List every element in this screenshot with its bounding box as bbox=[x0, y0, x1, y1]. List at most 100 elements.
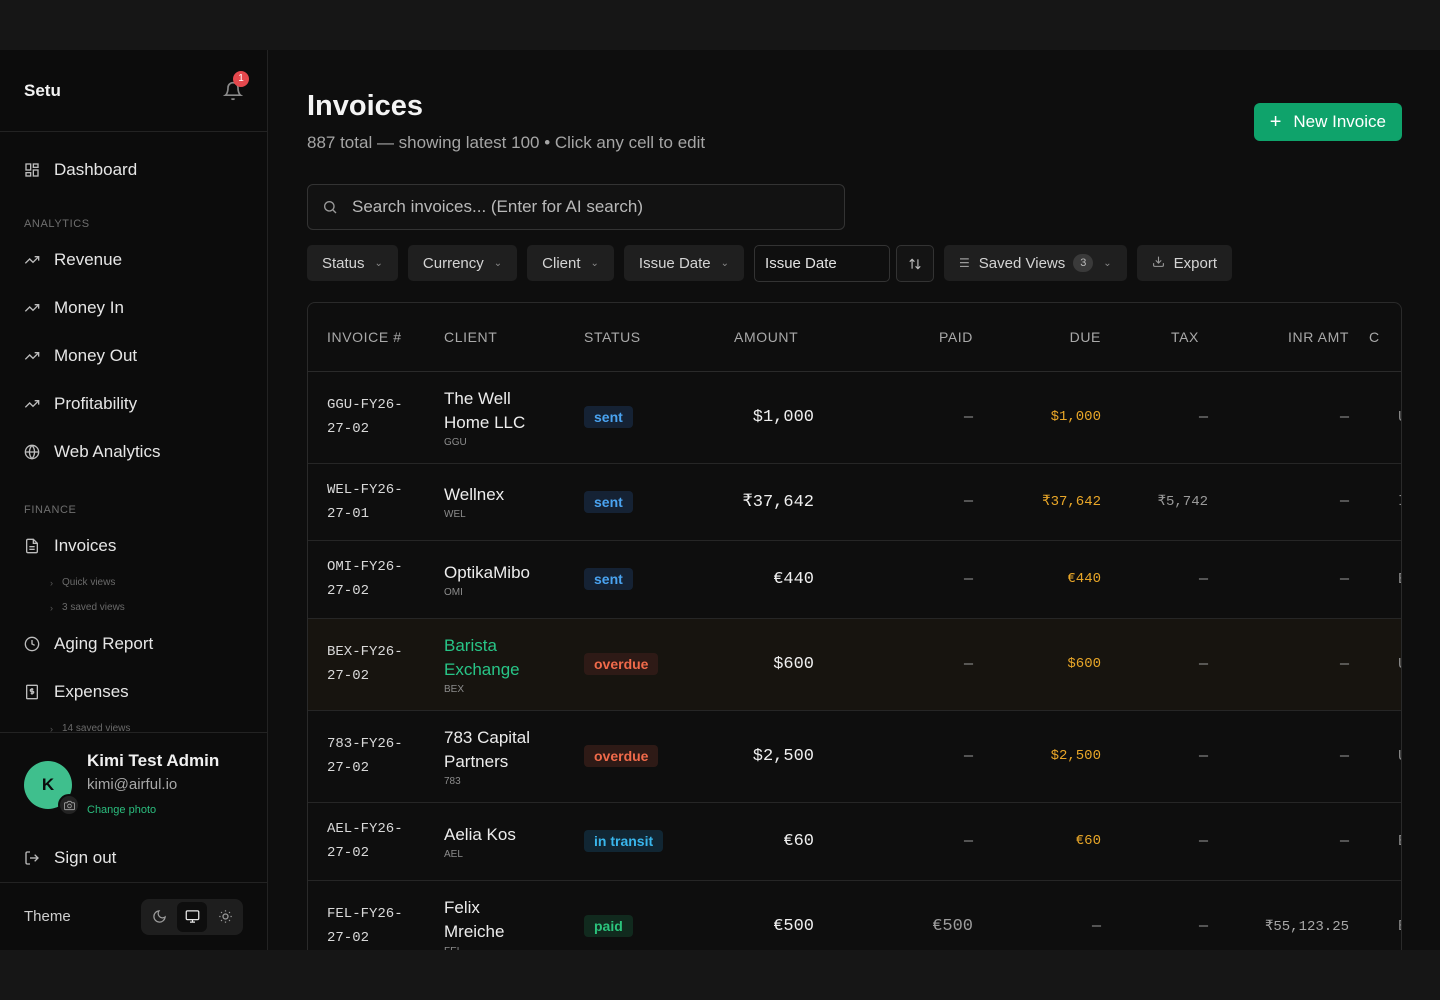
status-cell[interactable]: overdue bbox=[574, 710, 704, 803]
client-cell[interactable]: 783 Capital Partners 783 bbox=[434, 710, 574, 803]
status-cell[interactable]: in transit bbox=[574, 802, 704, 881]
sidebar-item-web-analytics[interactable]: Web Analytics bbox=[0, 428, 267, 476]
sidebar-subitem-expense-views[interactable]: › 14 saved views bbox=[0, 716, 267, 732]
camera-icon[interactable] bbox=[58, 794, 80, 816]
paid-cell[interactable]: — bbox=[824, 802, 983, 881]
saved-views-button[interactable]: ☰ Saved Views 3 ⌄ bbox=[944, 245, 1127, 281]
table-row[interactable]: WEL-FY26- 27-01 Wellnex WEL sent ₹37,642— ₹37,… bbox=[308, 463, 1401, 541]
inr-amt-cell[interactable]: — bbox=[1218, 710, 1359, 803]
moon-icon[interactable] bbox=[144, 902, 174, 932]
bell-icon[interactable]: 1 bbox=[222, 70, 249, 101]
due-cell[interactable]: €60 bbox=[983, 802, 1111, 881]
currency-cell[interactable]: U bbox=[1359, 710, 1401, 803]
client-cell[interactable]: Aelia Kos AEL bbox=[434, 802, 574, 881]
paid-cell[interactable]: — bbox=[824, 618, 983, 711]
sidebar-item-aging-report[interactable]: Aging Report bbox=[0, 620, 267, 668]
tax-cell[interactable]: ₹5,742 bbox=[1111, 463, 1218, 541]
search-input[interactable] bbox=[352, 197, 830, 217]
col-inr-amt[interactable]: INR AMT bbox=[1218, 303, 1359, 372]
invoice-number-cell[interactable]: GGU-FY26- 27-02 bbox=[308, 371, 434, 464]
sidebar-subitem-saved-views[interactable]: › 3 saved views bbox=[0, 595, 267, 620]
status-cell[interactable]: paid bbox=[574, 880, 704, 950]
export-button[interactable]: Export bbox=[1136, 245, 1232, 281]
inr-amt-cell[interactable]: — bbox=[1218, 463, 1359, 541]
amount-cell[interactable]: $2,500 bbox=[704, 710, 824, 803]
client-cell[interactable]: OptikaMibo OMI bbox=[434, 540, 574, 619]
invoice-number-cell[interactable]: AEL-FY26- 27-02 bbox=[308, 802, 434, 881]
sidebar-item-profitability[interactable]: Profitability bbox=[0, 380, 267, 428]
inr-amt-cell[interactable]: — bbox=[1218, 618, 1359, 711]
paid-cell[interactable]: €500 bbox=[824, 880, 983, 950]
currency-cell[interactable]: I bbox=[1359, 463, 1401, 541]
client-cell[interactable]: Wellnex WEL bbox=[434, 463, 574, 541]
sidebar-item-money-out[interactable]: Money Out bbox=[0, 332, 267, 380]
sidebar-item-money-in[interactable]: Money In bbox=[0, 284, 267, 332]
client-filter[interactable]: Client ⌄ bbox=[527, 245, 614, 281]
table-row[interactable]: BEX-FY26- 27-02 Barista Exchange BEX overdue $… bbox=[308, 618, 1401, 711]
amount-cell[interactable]: $600 bbox=[704, 618, 824, 711]
currency-cell[interactable]: U bbox=[1359, 618, 1401, 711]
status-cell[interactable]: sent bbox=[574, 371, 704, 464]
tax-cell[interactable]: — bbox=[1111, 540, 1218, 619]
invoice-number-cell[interactable]: WEL-FY26- 27-01 bbox=[308, 463, 434, 541]
paid-cell[interactable]: — bbox=[824, 540, 983, 619]
invoice-number-cell[interactable]: 783-FY26- 27-02 bbox=[308, 710, 434, 803]
col-amount[interactable]: AMOUNT bbox=[704, 303, 824, 372]
avatar[interactable]: K bbox=[24, 761, 80, 816]
sidebar-item-dashboard[interactable]: Dashboard bbox=[0, 146, 267, 194]
sidebar-item-expenses[interactable]: Expenses bbox=[0, 668, 267, 716]
amount-cell[interactable]: €60 bbox=[704, 802, 824, 881]
monitor-icon[interactable] bbox=[177, 901, 207, 932]
sidebar-item-revenue[interactable]: Revenue bbox=[0, 236, 267, 284]
due-cell[interactable]: $600 bbox=[983, 618, 1111, 711]
status-cell[interactable]: sent bbox=[574, 540, 704, 619]
sidebar-subitem-quick-views[interactable]: › Quick views bbox=[0, 570, 267, 595]
amount-cell[interactable]: €440 bbox=[704, 540, 824, 619]
due-cell[interactable]: — bbox=[983, 880, 1111, 950]
change-photo-link[interactable]: Change photo bbox=[87, 804, 157, 816]
sign-out-button[interactable]: Sign out bbox=[24, 848, 243, 868]
currency-cell[interactable]: E bbox=[1359, 802, 1401, 881]
col-currency[interactable]: C bbox=[1359, 303, 1401, 372]
sun-icon[interactable] bbox=[210, 902, 240, 932]
invoice-number-cell[interactable]: BEX-FY26- 27-02 bbox=[308, 618, 434, 711]
amount-cell[interactable]: €500 bbox=[704, 880, 824, 950]
issue-date-filter[interactable]: Issue Date ⌄ bbox=[623, 245, 745, 281]
status-cell[interactable]: overdue bbox=[574, 618, 704, 711]
tax-cell[interactable]: — bbox=[1111, 371, 1218, 464]
inr-amt-cell[interactable]: — bbox=[1218, 802, 1359, 881]
client-cell[interactable]: Barista Exchange BEX bbox=[434, 618, 574, 711]
table-row[interactable]: AEL-FY26- 27-02 Aelia Kos AEL in transit €60—… bbox=[308, 802, 1401, 881]
currency-cell[interactable]: E bbox=[1359, 880, 1401, 950]
sort-field-select[interactable]: Issue Date bbox=[754, 245, 891, 282]
inr-amt-cell[interactable]: ₹55,123.25 bbox=[1218, 880, 1359, 950]
sort-direction-icon[interactable] bbox=[896, 245, 935, 282]
invoice-number-cell[interactable]: FEL-FY26- 27-02 bbox=[308, 880, 434, 950]
table-row[interactable]: GGU-FY26- 27-02 The Well Home LLC GGU sent $1,… bbox=[308, 371, 1401, 464]
paid-cell[interactable]: — bbox=[824, 371, 983, 464]
col-tax[interactable]: TAX bbox=[1111, 303, 1218, 372]
col-status[interactable]: STATUS bbox=[574, 303, 704, 372]
currency-cell[interactable]: U bbox=[1359, 371, 1401, 464]
col-paid[interactable]: PAID bbox=[824, 303, 983, 372]
invoice-number-cell[interactable]: OMI-FY26- 27-02 bbox=[308, 540, 434, 619]
col-invoice[interactable]: INVOICE # bbox=[308, 303, 434, 372]
tax-cell[interactable]: — bbox=[1111, 618, 1218, 711]
col-client[interactable]: CLIENT bbox=[434, 303, 574, 372]
paid-cell[interactable]: — bbox=[824, 463, 983, 541]
tax-cell[interactable]: — bbox=[1111, 880, 1218, 950]
due-cell[interactable]: $2,500 bbox=[983, 710, 1111, 803]
client-cell[interactable]: The Well Home LLC GGU bbox=[434, 371, 574, 464]
col-due[interactable]: DUE bbox=[983, 303, 1111, 372]
status-cell[interactable]: sent bbox=[574, 463, 704, 541]
tax-cell[interactable]: — bbox=[1111, 710, 1218, 803]
paid-cell[interactable]: — bbox=[824, 710, 983, 803]
currency-cell[interactable]: E bbox=[1359, 540, 1401, 619]
table-row[interactable]: FEL-FY26- 27-02 Felix Mreiche FEL paid €500€50… bbox=[308, 880, 1401, 950]
tax-cell[interactable]: — bbox=[1111, 802, 1218, 881]
table-row[interactable]: OMI-FY26- 27-02 OptikaMibo OMI sent €440— €440… bbox=[308, 540, 1401, 619]
amount-cell[interactable]: ₹37,642 bbox=[704, 463, 824, 541]
client-cell[interactable]: Felix Mreiche FEL bbox=[434, 880, 574, 950]
inr-amt-cell[interactable]: — bbox=[1218, 540, 1359, 619]
new-invoice-button[interactable]: + New Invoice bbox=[1253, 103, 1402, 141]
